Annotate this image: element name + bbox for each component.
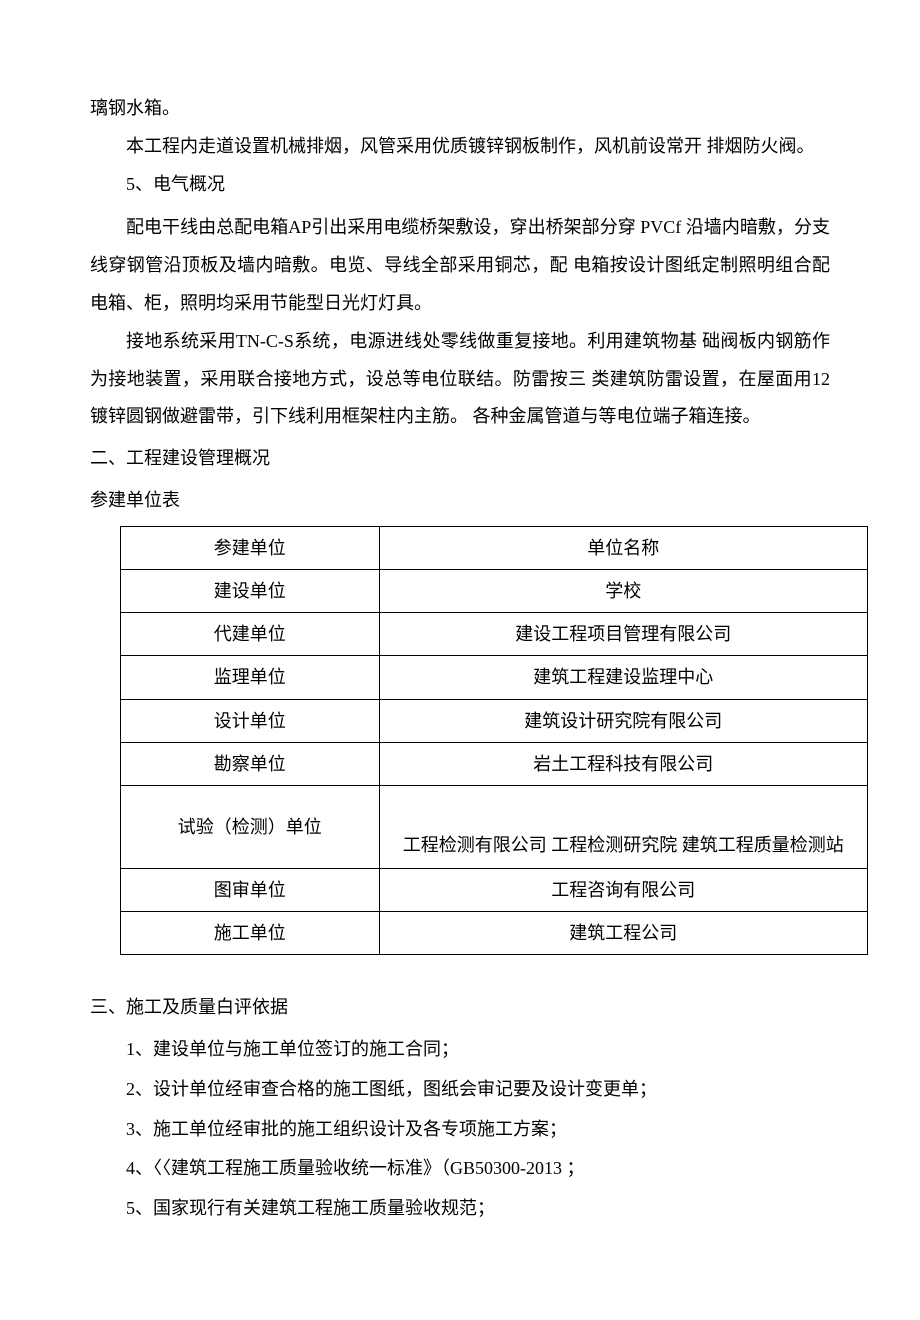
list-item: 5、国家现行有关建筑工程施工质量验收规范； <box>90 1190 830 1228</box>
list-item: 2、设计单位经审查合格的施工图纸，图纸会审记要及设计变更单； <box>90 1071 830 1109</box>
table-cell: 试验（检测）单位 <box>121 785 380 868</box>
participating-units-table: 参建单位 单位名称 建设单位 学校 代建单位 建设工程项目管理有限公司 监理单位… <box>120 526 868 956</box>
continuation-line: 璃钢水箱。 <box>90 90 830 128</box>
table-cell: 建筑工程公司 <box>379 912 867 955</box>
table-cell: 工程检测有限公司 工程检测研究院 建筑工程质量检测站 <box>379 785 867 868</box>
section-3-title: 三、施工及质量白评依据 <box>90 989 830 1027</box>
list-item: 4、〈〈建筑工程施工质量验收统一标准》（GB50300-2013 ； <box>90 1150 830 1188</box>
table-cell: 设计单位 <box>121 699 380 742</box>
table-row: 试验（检测）单位 工程检测有限公司 工程检测研究院 建筑工程质量检测站 <box>121 785 868 868</box>
table-cell: 勘察单位 <box>121 742 380 785</box>
section-2-subtitle: 参建单位表 <box>90 482 830 520</box>
table-header-unit-type: 参建单位 <box>121 526 380 569</box>
paragraph-grounding: 接地系统采用TN-C-S系统，电源进线处零线做重复接地。利用建筑物基 础阀板内钢… <box>90 323 830 436</box>
table-row: 设计单位 建筑设计研究院有限公司 <box>121 699 868 742</box>
table-cell: 监理单位 <box>121 656 380 699</box>
table-cell: 施工单位 <box>121 912 380 955</box>
table-header-row: 参建单位 单位名称 <box>121 526 868 569</box>
table-row: 施工单位 建筑工程公司 <box>121 912 868 955</box>
section-2-title: 二、工程建设管理概况 <box>90 440 830 478</box>
table-cell: 建设工程项目管理有限公司 <box>379 613 867 656</box>
paragraph-power-distribution: 配电干线由总配电箱AP引出采用电缆桥架敷设，穿出桥架部分穿 PVCf 沿墙内暗敷… <box>90 209 830 322</box>
list-item: 3、施工单位经审批的施工组织设计及各专项施工方案； <box>90 1111 830 1149</box>
table-row: 建设单位 学校 <box>121 569 868 612</box>
subheading-electrical: 5、电气概况 <box>90 166 830 204</box>
table-row: 监理单位 建筑工程建设监理中心 <box>121 656 868 699</box>
table-header-unit-name: 单位名称 <box>379 526 867 569</box>
paragraph-ventilation: 本工程内走道设置机械排烟，风管采用优质镀锌钢板制作，风机前设常开 排烟防火阀。 <box>90 128 830 166</box>
table-cell: 学校 <box>379 569 867 612</box>
table-row: 勘察单位 岩土工程科技有限公司 <box>121 742 868 785</box>
document-page: 璃钢水箱。 本工程内走道设置机械排烟，风管采用优质镀锌钢板制作，风机前设常开 排… <box>0 0 920 1320</box>
table-cell: 建筑工程建设监理中心 <box>379 656 867 699</box>
table-cell: 岩土工程科技有限公司 <box>379 742 867 785</box>
list-item: 1、建设单位与施工单位签订的施工合同； <box>90 1031 830 1069</box>
table-cell: 图审单位 <box>121 868 380 911</box>
table-cell: 代建单位 <box>121 613 380 656</box>
table-row: 代建单位 建设工程项目管理有限公司 <box>121 613 868 656</box>
table-cell: 建筑设计研究院有限公司 <box>379 699 867 742</box>
table-cell: 工程咨询有限公司 <box>379 868 867 911</box>
table-cell: 建设单位 <box>121 569 380 612</box>
table-row: 图审单位 工程咨询有限公司 <box>121 868 868 911</box>
spacer <box>90 955 830 985</box>
